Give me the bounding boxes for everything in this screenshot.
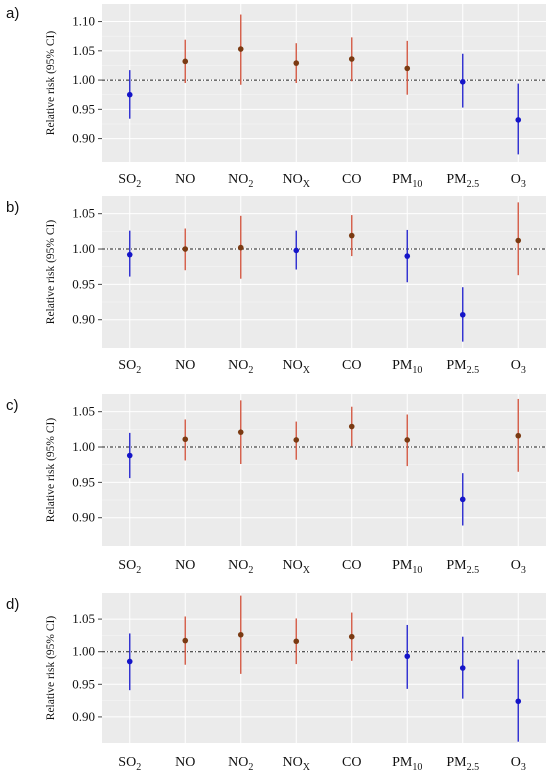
x-tick-label: NO <box>175 172 195 187</box>
point-estimate <box>293 60 300 66</box>
x-tick-label: PM10 <box>392 172 422 190</box>
y-axis-label: Relative risk (95% CI) <box>45 418 57 523</box>
y-tick-label: 0.90 <box>72 709 95 724</box>
point-estimate <box>515 698 522 705</box>
point-estimate <box>126 251 133 258</box>
point-estimate <box>404 65 411 72</box>
x-tick-label: PM10 <box>392 755 422 773</box>
x-tick-label: SO2 <box>118 755 141 773</box>
point-estimate <box>182 246 189 252</box>
x-tick-label: PM10 <box>392 558 422 576</box>
plot-background <box>102 394 546 546</box>
y-axis-label: Relative risk (95% CI) <box>45 31 57 136</box>
y-tick-label: 0.90 <box>72 131 95 146</box>
x-tick-label: SO2 <box>118 558 141 576</box>
point-estimate <box>182 436 189 443</box>
point-estimate <box>293 247 300 254</box>
x-tick-label: NOX <box>283 558 311 576</box>
plot-background <box>102 4 546 162</box>
x-tick-label: NOX <box>283 358 311 376</box>
point-estimate <box>404 437 411 443</box>
y-tick-label: 0.95 <box>72 474 95 489</box>
point-estimate <box>348 232 355 239</box>
x-tick-label: PM2.5 <box>446 172 479 190</box>
y-tick-label: 1.05 <box>72 43 95 58</box>
y-tick-label: 1.05 <box>72 206 95 221</box>
x-tick-label: SO2 <box>118 172 141 190</box>
x-tick-label: NO <box>175 358 195 373</box>
x-tick-label: O3 <box>511 358 526 376</box>
panel-label: d) <box>6 596 19 613</box>
x-tick-label: O3 <box>511 755 526 773</box>
point-estimate <box>459 311 466 318</box>
x-tick-label: CO <box>342 358 361 373</box>
x-tick-label: PM2.5 <box>446 358 479 376</box>
point-estimate <box>404 253 411 259</box>
point-estimate <box>404 653 411 660</box>
point-estimate <box>348 633 355 640</box>
point-estimate <box>515 117 522 123</box>
panel-4: d) 0.90 0.95 1.00 1.05 Relative risk (95% CI)… <box>6 593 546 773</box>
x-tick-label: PM2.5 <box>446 755 479 773</box>
x-tick-label: O3 <box>511 172 526 190</box>
x-tick-label: O3 <box>511 558 526 576</box>
point-estimate <box>459 665 466 671</box>
y-tick-label: 1.00 <box>72 644 95 659</box>
point-estimate <box>126 91 133 98</box>
panel-1: a) 0.90 0.95 1.00 1.05 1.10 Relative risk (95%… <box>6 4 546 190</box>
y-tick-label: 0.90 <box>72 510 95 525</box>
point-estimate <box>515 237 522 244</box>
x-tick-label: PM2.5 <box>446 558 479 576</box>
x-tick-label: NOX <box>283 755 311 773</box>
point-estimate <box>182 58 189 65</box>
x-tick-label: CO <box>342 172 361 187</box>
y-tick-label: 1.10 <box>72 14 95 29</box>
panel-3: c) 0.90 0.95 1.00 1.05 Relative risk (95% CI)… <box>6 394 546 576</box>
point-estimate <box>182 637 189 644</box>
y-tick-label: 1.05 <box>72 611 95 626</box>
point-estimate <box>348 56 355 62</box>
y-tick-label: 1.00 <box>72 72 95 87</box>
point-estimate <box>293 437 300 443</box>
y-tick-label: 0.95 <box>72 101 95 116</box>
point-estimate <box>459 79 466 85</box>
panel-label: b) <box>6 199 19 216</box>
x-tick-label: NOX <box>283 172 311 190</box>
panel-label: c) <box>6 397 19 414</box>
x-tick-label: NO2 <box>228 755 253 773</box>
plot-background <box>102 196 546 348</box>
point-estimate <box>237 429 244 435</box>
y-tick-label: 1.00 <box>72 439 95 454</box>
y-tick-label: 1.05 <box>72 404 95 419</box>
point-estimate <box>237 244 244 251</box>
y-tick-label: 0.90 <box>72 312 95 327</box>
x-tick-label: CO <box>342 755 361 770</box>
point-estimate <box>348 423 355 430</box>
y-tick-label: 1.00 <box>72 241 95 256</box>
x-tick-label: NO <box>175 558 195 573</box>
y-tick-label: 0.95 <box>72 676 95 691</box>
x-tick-label: SO2 <box>118 358 141 376</box>
point-estimate <box>237 46 244 52</box>
y-axis-label: Relative risk (95% CI) <box>45 616 57 721</box>
x-tick-label: NO2 <box>228 558 253 576</box>
point-estimate <box>459 496 466 503</box>
x-tick-label: NO2 <box>228 358 253 376</box>
x-tick-label: NO2 <box>228 172 253 190</box>
point-estimate <box>126 658 133 665</box>
point-estimate <box>515 432 522 439</box>
y-tick-label: 0.95 <box>72 276 95 291</box>
y-axis-label: Relative risk (95% CI) <box>45 220 57 325</box>
point-estimate <box>237 631 244 638</box>
x-tick-label: CO <box>342 558 361 573</box>
x-tick-label: PM10 <box>392 358 422 376</box>
panel-label: a) <box>6 5 19 22</box>
point-estimate <box>293 638 300 645</box>
x-tick-label: NO <box>175 755 195 770</box>
panel-2: b) 0.90 0.95 1.00 1.05 Relative risk (95% CI)… <box>6 196 546 376</box>
point-estimate <box>126 452 133 459</box>
